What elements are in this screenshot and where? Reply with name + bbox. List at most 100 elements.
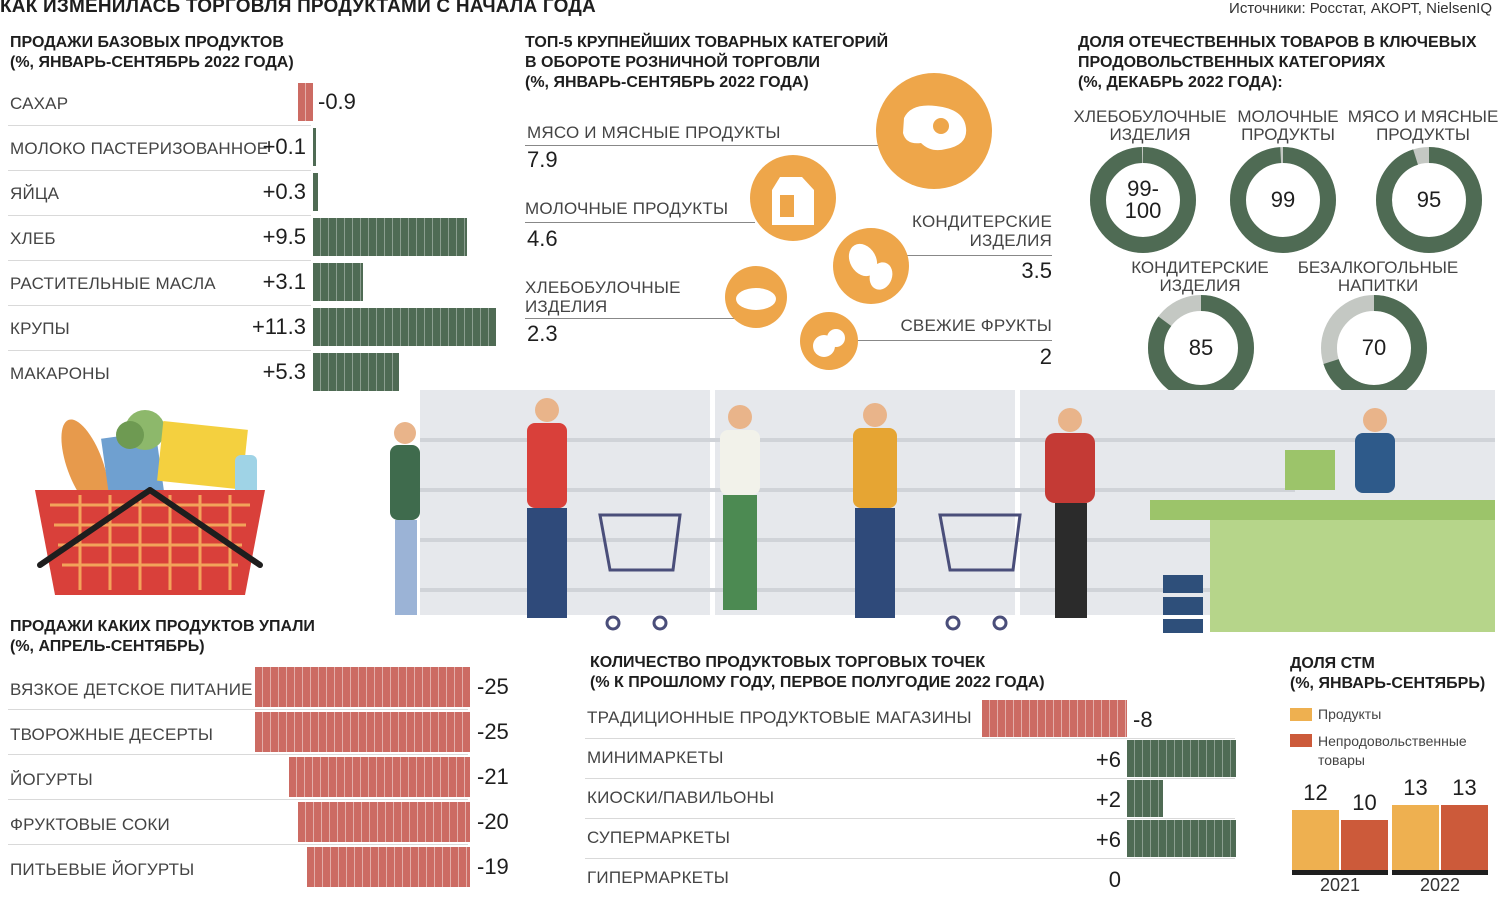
basic-row-label: ХЛЕБ (10, 229, 56, 248)
basic-row-value: +3.1 (262, 269, 306, 294)
basic-row-value: +11.3 (251, 314, 306, 339)
fallen-bar (306, 847, 470, 887)
outlet-bar (1127, 820, 1236, 857)
stm-bar-value: 13 (1452, 775, 1477, 800)
basic-bar (298, 83, 313, 121)
row-divider (8, 170, 311, 171)
outlet-row-label: ГИПЕРМАРКЕТЫ (587, 868, 730, 887)
top5-value-dairy: 4.6 (527, 226, 558, 251)
domestic-title: ДОЛЯ ОТЕЧЕСТВЕННЫХ ТОВАРОВ В КЛЮЧЕВЫХ ПР… (1078, 34, 1477, 91)
stm-title: ДОЛЯ СТМ (%, ЯНВАРЬ-СЕНТЯБРЬ) (1290, 655, 1486, 692)
row-divider (8, 844, 468, 845)
top5-label-bakery: ХЛЕБОБУЛОЧНЫЕ ИЗДЕЛИЯ (525, 278, 681, 316)
outlet-row-label: МИНИМАРКЕТЫ (587, 748, 724, 767)
bread-icon (725, 266, 787, 328)
domestic-donuts: ХЛЕБОБУЛОЧНЫЕ ИЗДЕЛИЯ 99- 100 МОЛОЧНЫЕ ПРОДУК… (0, 0, 1500, 401)
donut-value: 99- (1127, 176, 1159, 201)
donut-value: 95 (1416, 187, 1442, 212)
candy-icon (833, 228, 909, 304)
fallen-row-label: ПИТЬЕВЫЕ ЙОГУРТЫ (10, 860, 195, 879)
stm-bar (1292, 810, 1339, 870)
top5-label-dairy: МОЛОЧНЫЕ ПРОДУКТЫ (525, 199, 729, 218)
outlet-bar (982, 700, 1127, 737)
stm-legend-nonfood: Непродовольственные товары (1318, 733, 1467, 768)
fallen-row-value: -19 (477, 854, 509, 879)
donut-caption: МЯСО И МЯСНЫЕ ПРОДУКТЫ (1313, 108, 1500, 144)
basic-row-value: +0.1 (262, 134, 306, 159)
basic-bar (313, 218, 467, 256)
basic-row-label: САХАР (10, 94, 69, 113)
outlet-row-value: +2 (1095, 787, 1121, 812)
fallen-title: ПРОДАЖИ КАКИХ ПРОДУКТОВ УПАЛИ (%, АПРЕЛЬ… (10, 618, 315, 655)
donut-caption: КОНДИТЕРСКИЕ ИЗДЕЛИЯ (1090, 259, 1310, 295)
grocery-basket-icon (35, 410, 265, 595)
basic-row-label: ЯЙЦА (10, 184, 60, 203)
donut-caption-line: БЕЗАЛКОГОЛЬНЫЕ (1297, 258, 1459, 277)
top5-title: ТОП-5 КРУПНЕЙШИХ ТОВАРНЫХ КАТЕГОРИЙ В ОБ… (525, 34, 889, 91)
outlet-row-value: 0 (1108, 867, 1121, 892)
stm-legend-products: Продукты (1318, 706, 1382, 722)
donut-value: 99 (1270, 187, 1296, 212)
fallen-row-label: ТВОРОЖНЫЕ ДЕСЕРТЫ (10, 725, 214, 744)
row-divider (585, 858, 1235, 859)
outlet-row-label: КИОСКИ/ПАВИЛЬОНЫ (587, 788, 775, 807)
top5-value-bakery: 2.3 (527, 321, 558, 346)
stm-bar-value: 12 (1303, 780, 1328, 805)
milk-carton-icon (750, 155, 836, 241)
top5-label-meat: МЯСО И МЯСНЫЕ ПРОДУКТЫ (527, 123, 781, 142)
row-divider (8, 215, 311, 216)
outlet-row-value: -8 (1133, 707, 1153, 732)
stm-year-label: 2022 (1419, 875, 1461, 895)
sources-note: Источники: Росстат, АКОРТ, NielsenIQ (1229, 0, 1492, 17)
outlet-row-label: ТРАДИЦИОННЫЕ ПРОДУКТОВЫЕ МАГАЗИНЫ (587, 708, 972, 727)
outlet-row-label: СУПЕРМАРКЕТЫ (587, 828, 731, 847)
fallen-bar (298, 802, 470, 842)
basic-row-label: МОЛОКО ПАСТЕРИЗОВАННОЕ (10, 139, 269, 158)
fallen-bar (255, 667, 470, 707)
basic-row-value: +5.3 (262, 359, 306, 384)
row-divider (585, 738, 1235, 739)
stm-bar (1441, 805, 1488, 870)
row-divider (8, 125, 311, 126)
top5-label-confectionery: КОНДИТЕРСКИЕ ИЗДЕЛИЯ (912, 212, 1052, 250)
top5-label-fruit: СВЕЖИЕ ФРУКТЫ (900, 316, 1052, 335)
donut-chart (1376, 147, 1482, 253)
stm-bar (1341, 820, 1388, 870)
donut-share-arc (1376, 147, 1482, 253)
outlets-title: КОЛИЧЕСТВО ПРОДУКТОВЫХ ТОРГОВЫХ ТОЧЕК (%… (590, 654, 1045, 691)
basic-row-value: +9.5 (262, 224, 306, 249)
donut-caption: МОЛОЧНЫЕ ПРОДУКТЫ (1178, 108, 1398, 144)
stm-bar (1392, 805, 1439, 870)
donut-caption: БЕЗАЛКОГОЛЬНЫЕ НАПИТКИ (1268, 259, 1488, 295)
donut-value: 100 (1124, 198, 1162, 223)
row-divider (585, 818, 1235, 819)
donut-share-arc (1230, 147, 1336, 253)
fallen-row-label: ВЯЗКОЕ ДЕТСКОЕ ПИТАНИЕ (10, 680, 253, 699)
donut-caption-line: ИЗДЕЛИЯ (1109, 125, 1191, 144)
stm-year-label: 2021 (1319, 875, 1361, 895)
row-divider (8, 305, 311, 306)
outlet-row-value: +6 (1095, 747, 1121, 772)
basic-row-label: МАКАРОНЫ (10, 364, 110, 383)
basic-row-label: РАСТИТЕЛЬНЫЕ МАСЛА (10, 274, 216, 293)
row-divider (8, 709, 468, 710)
row-divider (8, 260, 311, 261)
supermarket-illustration (390, 390, 1495, 633)
fallen-row-value: -25 (477, 674, 509, 699)
row-divider (8, 799, 468, 800)
donut-value: 70 (1361, 335, 1387, 360)
basic-row-value: -0.9 (318, 89, 356, 114)
fallen-row-value: -25 (477, 719, 509, 744)
basic-bar (313, 353, 399, 391)
row-divider (585, 778, 1235, 779)
stm-legend-products-swatch (1290, 708, 1312, 721)
donut-caption-line: МОЛОЧНЫЕ (1237, 107, 1339, 126)
fallen-row-label: ЙОГУРТЫ (10, 770, 93, 789)
stm-axis-segment (1292, 870, 1388, 875)
top5-value-confectionery: 3.5 (1021, 258, 1052, 283)
donut-caption-line: КОНДИТЕРСКИЕ (1131, 258, 1269, 277)
fallen-row-label: ФРУКТОВЫЕ СОКИ (10, 815, 170, 834)
fallen-row-value: -20 (477, 809, 509, 834)
donut-chart (1090, 147, 1196, 253)
stm-bar-value: 13 (1403, 775, 1428, 800)
